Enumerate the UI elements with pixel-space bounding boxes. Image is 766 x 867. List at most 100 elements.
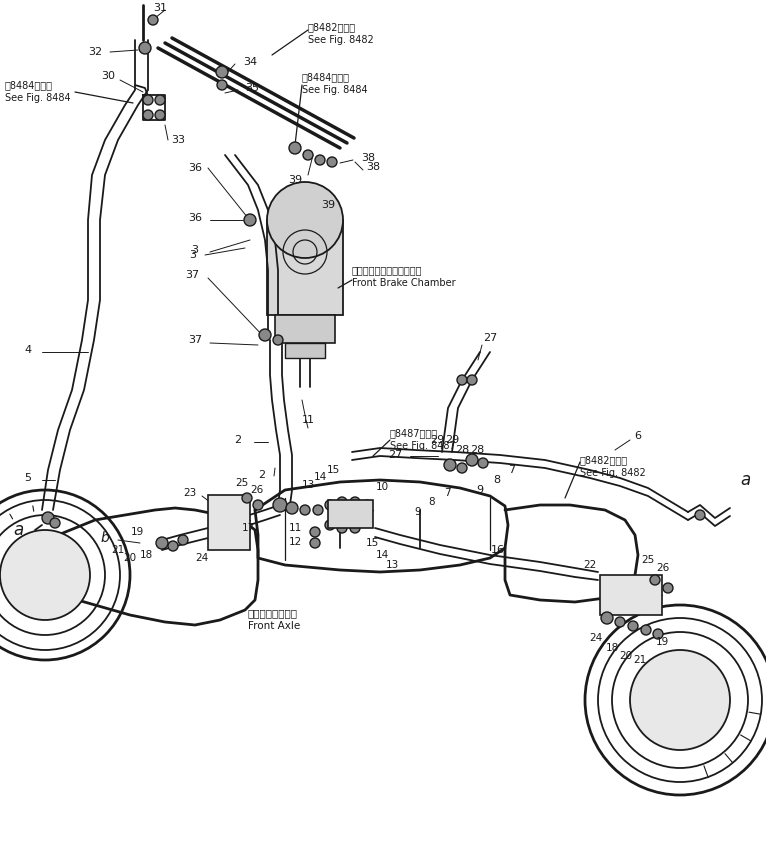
Circle shape	[466, 454, 478, 466]
Text: 14: 14	[313, 472, 326, 482]
Bar	[285, 343, 325, 358]
Bar	[328, 500, 373, 528]
Text: 33: 33	[171, 135, 185, 145]
Text: 第8482図参照
See Fig. 8482: 第8482図参照 See Fig. 8482	[308, 22, 374, 45]
Text: 1: 1	[302, 415, 309, 425]
Text: 17: 17	[241, 523, 254, 533]
Circle shape	[327, 157, 337, 167]
Text: 26: 26	[250, 485, 264, 495]
Text: 30: 30	[101, 71, 115, 81]
Text: 第8482図参照
See Fig. 8482: 第8482図参照 See Fig. 8482	[580, 455, 646, 479]
Circle shape	[315, 155, 325, 165]
Text: 24: 24	[589, 633, 603, 643]
Circle shape	[300, 505, 310, 515]
Text: 15: 15	[365, 538, 378, 548]
Circle shape	[310, 538, 320, 548]
Text: 7: 7	[509, 465, 516, 475]
Text: 20: 20	[123, 553, 136, 563]
Text: フロントアクスル
Front Axle: フロントアクスル Front Axle	[248, 608, 300, 631]
Circle shape	[50, 518, 60, 528]
Text: 35: 35	[245, 83, 259, 93]
Text: 11: 11	[288, 523, 302, 533]
Text: 8: 8	[429, 497, 435, 507]
Text: 12: 12	[288, 537, 302, 547]
Text: 39: 39	[321, 200, 335, 210]
Text: 9: 9	[414, 507, 421, 517]
Circle shape	[337, 497, 347, 507]
Text: 37: 37	[185, 270, 199, 280]
Text: 26: 26	[656, 563, 669, 573]
Circle shape	[313, 505, 323, 515]
Text: 6: 6	[634, 431, 641, 441]
Circle shape	[325, 520, 335, 530]
Circle shape	[641, 625, 651, 635]
Circle shape	[244, 214, 256, 226]
Circle shape	[168, 541, 178, 551]
Text: 3: 3	[189, 250, 197, 260]
Text: 第8484図参照
See Fig. 8484: 第8484図参照 See Fig. 8484	[5, 80, 70, 103]
Circle shape	[155, 110, 165, 120]
Circle shape	[663, 583, 673, 593]
Text: 13: 13	[301, 480, 315, 490]
Circle shape	[303, 150, 313, 160]
Text: 29: 29	[445, 435, 459, 445]
Circle shape	[286, 502, 298, 514]
Circle shape	[457, 375, 467, 385]
Circle shape	[695, 510, 705, 520]
Text: 27: 27	[483, 333, 497, 343]
Circle shape	[350, 497, 360, 507]
Text: 2: 2	[234, 435, 241, 445]
Circle shape	[337, 523, 347, 533]
Text: 34: 34	[243, 57, 257, 67]
Circle shape	[653, 629, 663, 639]
Text: 32: 32	[88, 47, 102, 57]
Circle shape	[350, 523, 360, 533]
Circle shape	[457, 463, 467, 473]
Text: 14: 14	[375, 550, 388, 560]
Circle shape	[467, 375, 477, 385]
Text: 10: 10	[375, 482, 388, 492]
Circle shape	[310, 527, 320, 537]
Text: 8: 8	[493, 475, 500, 485]
Text: 28: 28	[470, 445, 484, 455]
Circle shape	[42, 512, 54, 524]
Circle shape	[242, 493, 252, 503]
Text: 21: 21	[111, 545, 125, 555]
Circle shape	[216, 66, 228, 78]
Circle shape	[253, 500, 263, 510]
Text: 13: 13	[385, 560, 398, 570]
Circle shape	[217, 80, 227, 90]
Circle shape	[325, 500, 335, 510]
Circle shape	[478, 458, 488, 468]
Circle shape	[139, 42, 151, 54]
Circle shape	[259, 329, 271, 341]
Text: 18: 18	[139, 550, 152, 560]
Circle shape	[630, 650, 730, 750]
Circle shape	[178, 535, 188, 545]
Circle shape	[289, 142, 301, 154]
Circle shape	[0, 530, 90, 620]
Text: 21: 21	[633, 655, 647, 665]
Circle shape	[601, 612, 613, 624]
Text: 19: 19	[130, 527, 144, 537]
Text: a: a	[740, 471, 750, 489]
Circle shape	[650, 575, 660, 585]
Text: 37: 37	[188, 335, 202, 345]
Text: 2: 2	[258, 470, 266, 480]
Text: 25: 25	[641, 555, 655, 565]
Text: 3: 3	[192, 245, 198, 255]
Circle shape	[273, 498, 287, 512]
Circle shape	[362, 500, 372, 510]
Text: 4: 4	[25, 345, 31, 355]
Text: 7: 7	[444, 488, 450, 498]
Circle shape	[444, 459, 456, 471]
Text: 16: 16	[491, 545, 505, 555]
Text: 28: 28	[455, 445, 469, 455]
Bar	[600, 575, 662, 615]
Text: 18: 18	[605, 643, 619, 653]
Text: 第8484図参照
See Fig. 8484: 第8484図参照 See Fig. 8484	[302, 72, 368, 95]
Text: 23: 23	[183, 488, 197, 498]
Text: 25: 25	[235, 478, 249, 488]
Text: 38: 38	[361, 153, 375, 163]
Bar	[208, 495, 250, 550]
